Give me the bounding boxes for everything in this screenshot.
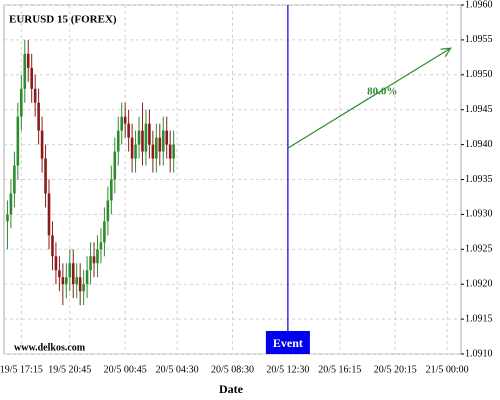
candle-body [78, 277, 82, 292]
x-axis-label: Date [219, 382, 244, 396]
candle-body [130, 137, 134, 159]
x-tick-label: 20/5 04:30 [156, 364, 199, 375]
candle-body [99, 242, 103, 250]
candle-body [20, 88, 23, 117]
candle-body [37, 102, 40, 131]
event-label: Event [273, 336, 303, 350]
x-tick-label: 20/5 12:30 [266, 364, 309, 375]
x-tick-label: 19/5 17:15 [0, 364, 43, 375]
y-tick-label: 1.0940 [465, 139, 493, 150]
candle-body [40, 130, 44, 159]
candle-body [116, 130, 120, 152]
candle-body [33, 88, 37, 103]
candle-body [44, 158, 47, 194]
candle-body [151, 144, 155, 159]
forecast-arrow [287, 47, 451, 149]
chart-title: EURUSD 15 (FOREX) [9, 14, 117, 26]
candle-body [65, 277, 68, 285]
candle-body [58, 270, 61, 278]
candle-body [23, 53, 27, 89]
candle-body [30, 67, 33, 89]
candle-body [51, 235, 54, 257]
y-tick-label: 1.0955 [465, 34, 493, 45]
candle-body [71, 263, 75, 285]
event-box [265, 331, 310, 354]
candle-body [168, 144, 172, 159]
candle-body [137, 130, 141, 145]
y-tick-label: 1.0910 [465, 348, 493, 359]
y-tick-label: 1.0925 [465, 244, 493, 255]
candle-body [13, 165, 16, 194]
candle-body [161, 130, 165, 152]
candle-body [68, 263, 72, 278]
y-tick-label: 1.0915 [465, 313, 493, 324]
y-tick-label: 1.0935 [465, 174, 493, 185]
candle-body [110, 179, 113, 201]
candle-body [120, 116, 124, 131]
candle-body [106, 200, 110, 222]
candle-body [61, 277, 65, 285]
y-tick-label: 1.0945 [465, 104, 493, 115]
candle-body [82, 284, 85, 292]
y-tick-label: 1.0960 [465, 0, 493, 10]
x-tick-label: 20/5 20:15 [374, 364, 417, 375]
candle-body [127, 123, 130, 138]
candle-body [113, 151, 117, 180]
candle-body [89, 256, 92, 271]
x-tick-label: 21/5 00:00 [426, 364, 469, 375]
arrow-head [440, 47, 452, 58]
candle-body [85, 270, 89, 285]
candle-body [141, 130, 144, 152]
candle-body [144, 123, 148, 152]
candle-body [6, 214, 9, 222]
candle-body [9, 193, 13, 215]
y-tick-label: 1.0930 [465, 209, 493, 220]
watermark: www.delkos.com [14, 342, 86, 353]
candle-body [172, 144, 175, 159]
candle-body [54, 256, 58, 271]
candle-body [148, 123, 151, 145]
candle-body [92, 256, 96, 264]
x-tick-label: 20/5 16:15 [318, 364, 361, 375]
candle-body [96, 249, 99, 264]
y-tick-label: 1.0920 [465, 278, 493, 289]
candle-body [134, 144, 137, 159]
candle-body [47, 193, 51, 236]
candle-body [158, 137, 162, 152]
x-tick-label: 20/5 00:45 [104, 364, 147, 375]
candle-body [103, 221, 106, 243]
candle-body [155, 137, 158, 159]
x-tick-label: 20/5 08:30 [211, 364, 254, 375]
x-tick-label: 19/5 20:45 [48, 364, 91, 375]
candle-body [123, 116, 127, 124]
arrow-label: 80.0% [367, 86, 397, 98]
candle-body [165, 130, 169, 145]
candle-body [16, 116, 20, 166]
candle-body [75, 277, 79, 285]
y-tick-label: 1.0950 [465, 69, 493, 80]
candle-body [26, 53, 30, 68]
